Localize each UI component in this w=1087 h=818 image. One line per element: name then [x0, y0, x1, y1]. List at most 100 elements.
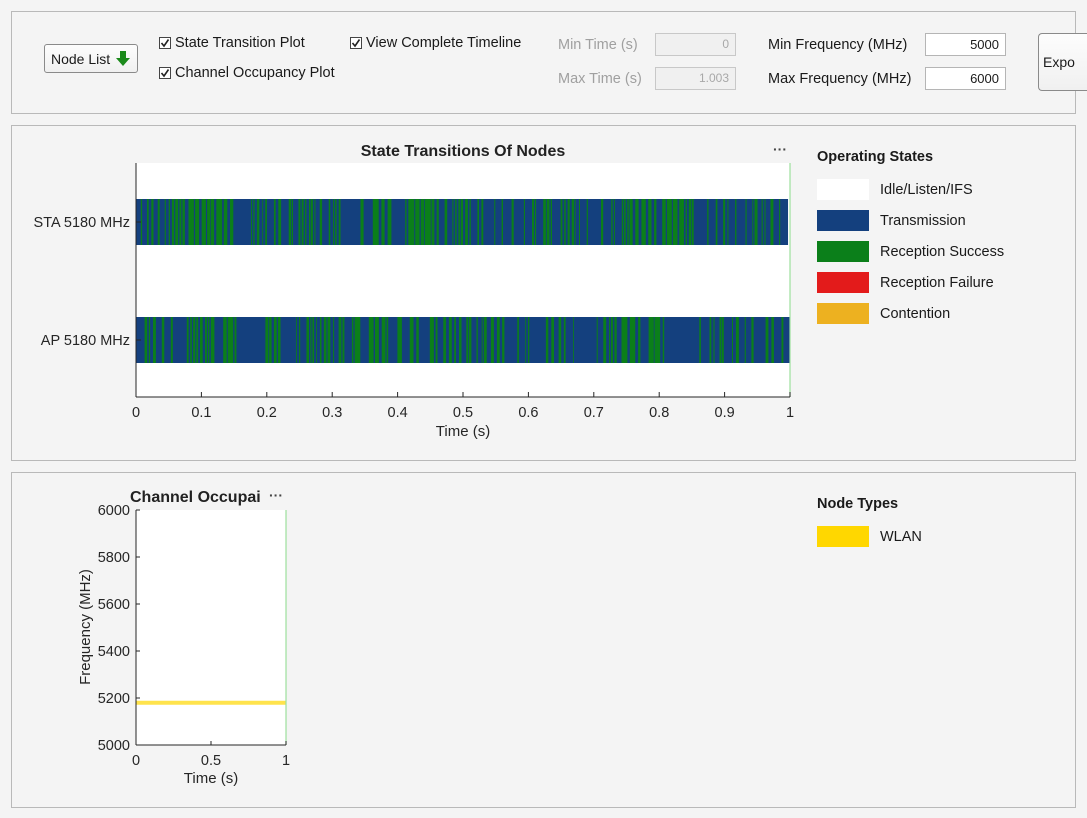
reception-success-segment — [688, 199, 692, 245]
reception-success-segment — [719, 317, 721, 363]
reception-success-segment — [511, 199, 514, 245]
reception-success-segment — [754, 199, 758, 245]
max-frequency-field[interactable]: 6000 — [925, 67, 1006, 90]
legend-label: WLAN — [880, 528, 922, 545]
reception-success-segment — [635, 199, 639, 245]
checkbox-state-transition-plot[interactable]: State Transition Plot — [159, 35, 305, 51]
export-button[interactable]: Expo — [1038, 33, 1087, 91]
legend-label: Transmission — [880, 212, 966, 229]
reception-success-segment — [292, 199, 293, 245]
reception-success-segment — [779, 199, 781, 245]
reception-success-segment — [338, 199, 341, 245]
reception-success-segment — [298, 199, 301, 245]
chart-menu-ellipsis-icon[interactable]: ··· — [269, 487, 283, 503]
reception-success-segment — [732, 317, 733, 363]
legend-swatch — [817, 241, 869, 262]
y-tick-label: 5000 — [98, 738, 130, 754]
x-tick-label: 0.8 — [649, 405, 669, 421]
node-list-button[interactable]: Node List — [44, 44, 138, 73]
reception-success-segment — [679, 199, 684, 245]
reception-success-segment — [381, 199, 385, 245]
min-frequency-field[interactable]: 5000 — [925, 33, 1006, 56]
x-tick-label: 1 — [786, 405, 794, 421]
reception-success-segment — [333, 199, 335, 245]
reception-success-segment — [223, 199, 228, 245]
max-time-field[interactable]: 1.003 — [655, 67, 736, 90]
reception-success-segment — [662, 199, 666, 245]
reception-success-segment — [182, 199, 185, 245]
state-row — [136, 317, 790, 363]
reception-success-segment — [621, 199, 624, 245]
reception-success-segment — [305, 199, 307, 245]
reception-success-segment — [253, 199, 255, 245]
reception-success-segment — [205, 317, 207, 363]
y-tick-label: STA 5180 MHz — [34, 215, 130, 231]
reception-success-segment — [448, 317, 452, 363]
chart-menu-ellipsis-icon[interactable]: ··· — [773, 141, 787, 157]
reception-success-segment — [648, 199, 652, 245]
reception-success-segment — [611, 199, 613, 245]
reception-success-segment — [752, 199, 754, 245]
reception-success-segment — [333, 317, 335, 363]
reception-success-segment — [265, 317, 269, 363]
legend-swatch — [817, 526, 869, 547]
legend-item-transmission: Transmission — [817, 210, 966, 231]
reception-success-segment — [525, 317, 527, 363]
x-tick-label: 0 — [132, 405, 140, 421]
reception-success-segment — [277, 317, 281, 363]
reception-success-segment — [256, 199, 260, 245]
reception-success-segment — [140, 199, 143, 245]
reception-success-segment — [435, 317, 438, 363]
reception-success-segment — [483, 317, 487, 363]
reception-success-segment — [351, 317, 354, 363]
reception-success-segment — [164, 199, 166, 245]
reception-success-segment — [211, 199, 215, 245]
x-tick-label: 0.3 — [322, 405, 342, 421]
checkbox-channel-occupancy-plot[interactable]: Channel Occupancy Plot — [159, 65, 335, 81]
reception-success-segment — [319, 317, 322, 363]
y-tick-label: AP 5180 MHz — [41, 333, 130, 349]
node-list-label: Node List — [51, 50, 111, 67]
min-frequency-label: Min Frequency (MHz) — [768, 37, 908, 53]
x-axis-label: Time (s) — [184, 770, 238, 787]
x-tick-label: 0.9 — [715, 405, 735, 421]
reception-success-segment — [641, 199, 646, 245]
reception-success-segment — [144, 317, 148, 363]
reception-success-segment — [609, 317, 611, 363]
reception-success-segment — [735, 199, 737, 245]
reception-success-segment — [415, 199, 420, 245]
y-tick-label: 5400 — [98, 644, 130, 660]
reception-success-segment — [234, 317, 237, 363]
checkbox-view-complete-timeline[interactable]: View Complete Timeline — [350, 35, 521, 51]
reception-success-segment — [323, 317, 327, 363]
legend-item-reception-failure: Reception Failure — [817, 272, 994, 293]
y-tick-label: 5800 — [98, 550, 130, 566]
reception-success-segment — [436, 199, 439, 245]
reception-success-segment — [654, 317, 661, 363]
reception-success-segment — [262, 199, 264, 245]
legend-item-reception-success: Reception Success — [817, 241, 1004, 262]
reception-success-segment — [535, 199, 537, 245]
reception-success-segment — [481, 199, 484, 245]
y-tick-label: 5200 — [98, 691, 130, 707]
legend-swatch — [817, 210, 869, 231]
reception-success-segment — [699, 317, 701, 363]
reception-success-segment — [460, 199, 464, 245]
reception-success-segment — [564, 199, 566, 245]
x-tick-label: 0.1 — [191, 405, 211, 421]
reception-success-segment — [416, 317, 419, 363]
state-transition-panel: State Transitions Of Nodes ··· STA 5180 … — [11, 125, 1076, 461]
reception-success-segment — [360, 199, 364, 245]
reception-success-segment — [452, 199, 454, 245]
reception-success-segment — [190, 317, 192, 363]
reception-success-segment — [312, 317, 315, 363]
reception-success-segment — [408, 199, 415, 245]
reception-success-segment — [338, 317, 342, 363]
reception-success-segment — [354, 317, 361, 363]
reception-success-segment — [319, 199, 323, 245]
reception-success-segment — [171, 199, 175, 245]
reception-success-segment — [147, 199, 149, 245]
reception-success-segment — [170, 317, 173, 363]
min-time-field[interactable]: 0 — [655, 33, 736, 56]
reception-success-segment — [496, 317, 500, 363]
